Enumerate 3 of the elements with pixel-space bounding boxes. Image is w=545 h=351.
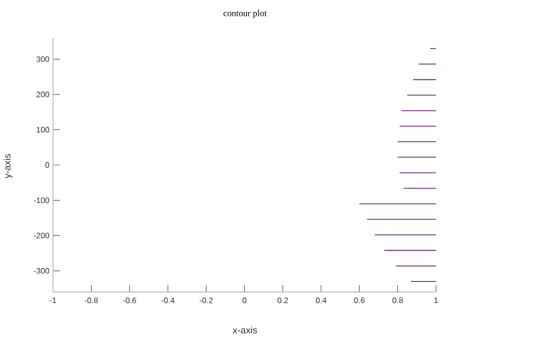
x-axis-title: x-axis xyxy=(232,326,258,334)
y-axis-title: y-axis xyxy=(4,154,12,178)
chart-title: contour plot xyxy=(224,10,267,18)
